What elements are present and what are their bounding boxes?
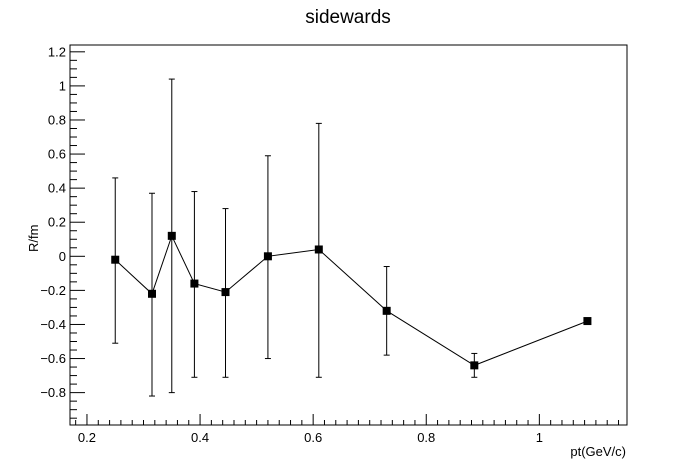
y-axis: −0.8 −0.6 −0.4 −0.2 0 0.2 0.4 0.6 0.8 1 1.2 <box>40 44 85 419</box>
error-bars <box>112 78 478 397</box>
data-point-marker <box>263 252 272 261</box>
y-tick-label: 0.6 <box>48 147 66 162</box>
y-tick-label: 0.4 <box>48 181 66 196</box>
plot-frame <box>69 44 628 426</box>
data-point-marker <box>382 306 391 315</box>
data-markers <box>111 231 592 370</box>
chart-title: sidewards <box>305 7 391 28</box>
data-point-marker <box>314 245 323 254</box>
y-tick-label: −0.4 <box>40 317 66 332</box>
y-axis-title: R/fm <box>26 225 41 252</box>
y-tick-label: 0.8 <box>48 112 66 127</box>
data-point-marker <box>583 317 592 326</box>
y-tick-label: 1 <box>59 78 66 93</box>
y-tick-label: 0 <box>59 249 66 264</box>
series-line <box>114 234 588 366</box>
x-tick-label: 0.8 <box>417 430 435 445</box>
x-axis: 0.2 0.4 0.6 0.8 1 <box>75 414 620 445</box>
x-axis-title: pt(GeV/c) <box>570 444 626 459</box>
y-tick-label: −0.6 <box>40 351 66 366</box>
data-point-marker <box>111 255 120 264</box>
x-tick-label: 0.2 <box>78 430 96 445</box>
y-tick-label: 1.2 <box>48 44 66 59</box>
x-tick-label: 1 <box>536 430 543 445</box>
y-tick-label: −0.8 <box>40 385 66 400</box>
y-tick-label: 0.2 <box>48 215 66 230</box>
x-tick-label: 0.6 <box>304 430 322 445</box>
data-point-marker <box>147 289 156 298</box>
y-tick-label: −0.2 <box>40 283 66 298</box>
data-point-marker <box>190 279 199 288</box>
data-point-marker <box>167 231 176 240</box>
x-tick-label: 0.4 <box>191 430 209 445</box>
data-point-marker <box>221 288 230 297</box>
data-point-marker <box>470 361 479 370</box>
